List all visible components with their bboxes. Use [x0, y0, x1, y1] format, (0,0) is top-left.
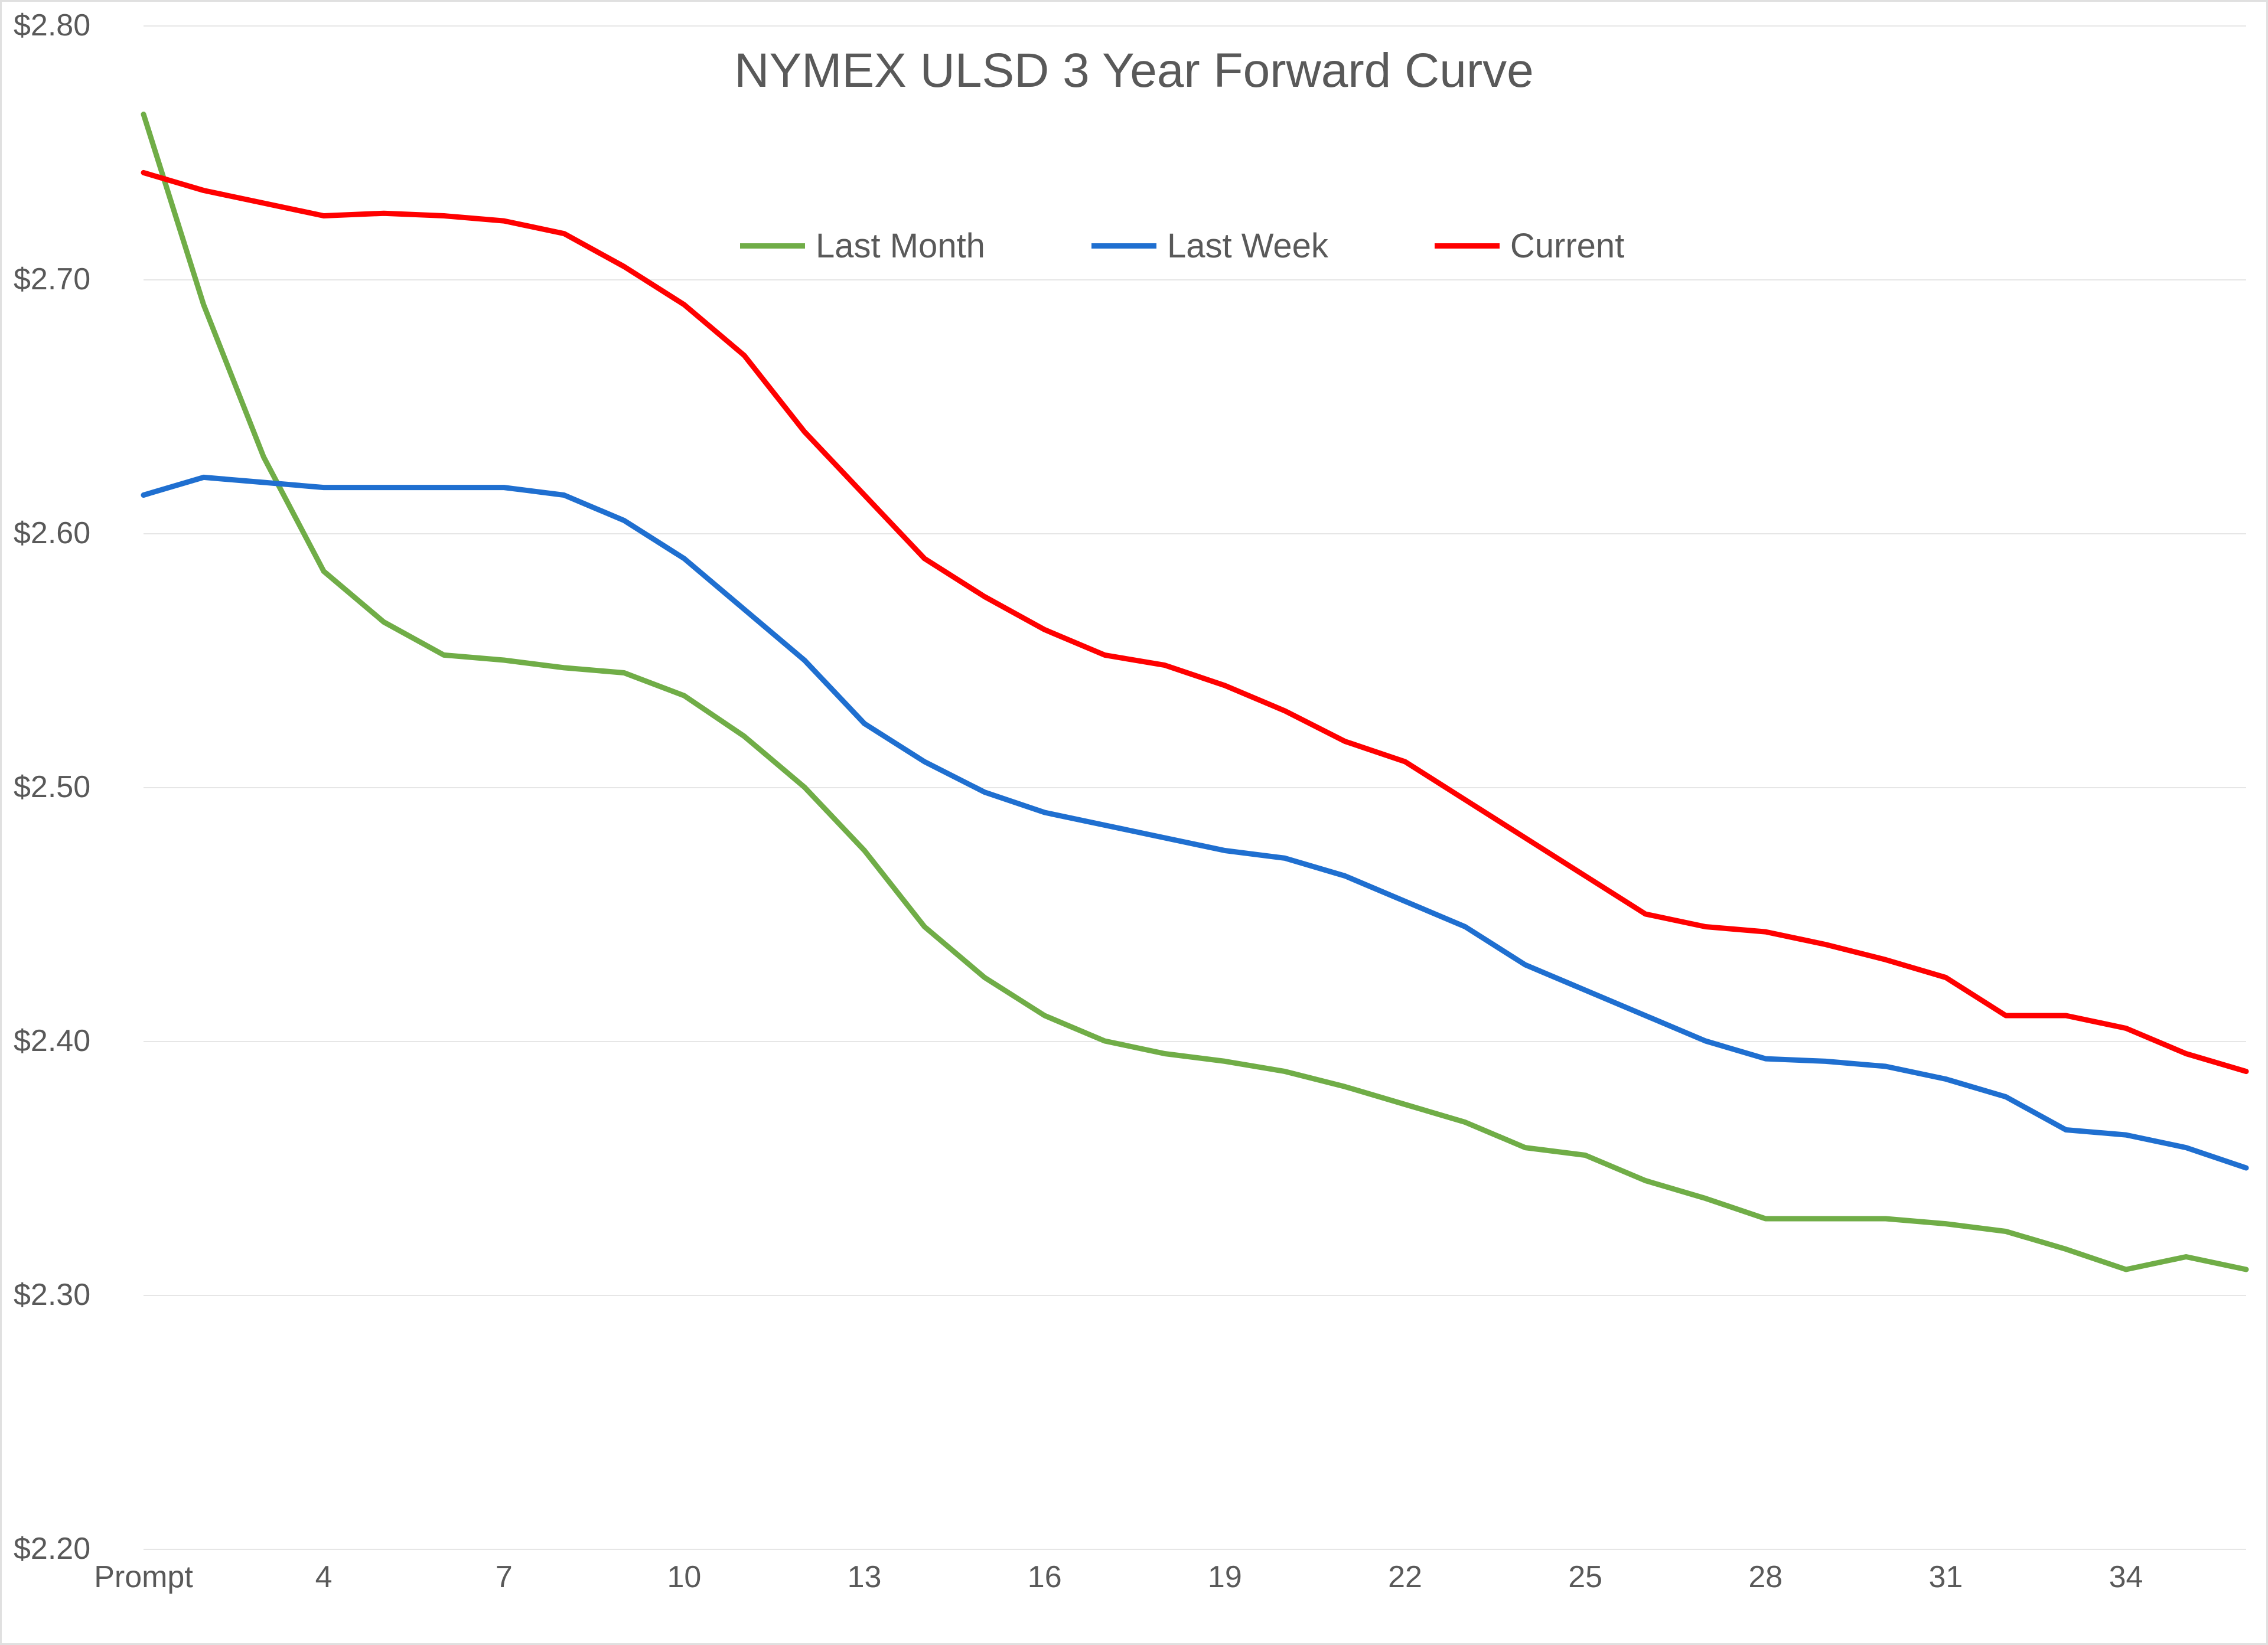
legend-item: Last Month: [740, 226, 985, 266]
legend-label: Current: [1510, 226, 1624, 266]
legend: Last Month Last Week Current: [740, 226, 1624, 266]
legend-label: Last Month: [816, 226, 985, 266]
series-line: [144, 115, 2246, 1270]
legend-item: Last Week: [1091, 226, 1328, 266]
series-line: [144, 172, 2246, 1071]
series-line: [144, 477, 2246, 1168]
chart-container: NYMEX ULSD 3 Year Forward Curve $2.20$2.…: [0, 0, 2268, 1645]
legend-label: Last Week: [1167, 226, 1328, 266]
legend-swatch: [740, 243, 805, 249]
legend-swatch: [1091, 243, 1156, 249]
legend-item: Current: [1435, 226, 1624, 266]
legend-swatch: [1435, 243, 1500, 249]
